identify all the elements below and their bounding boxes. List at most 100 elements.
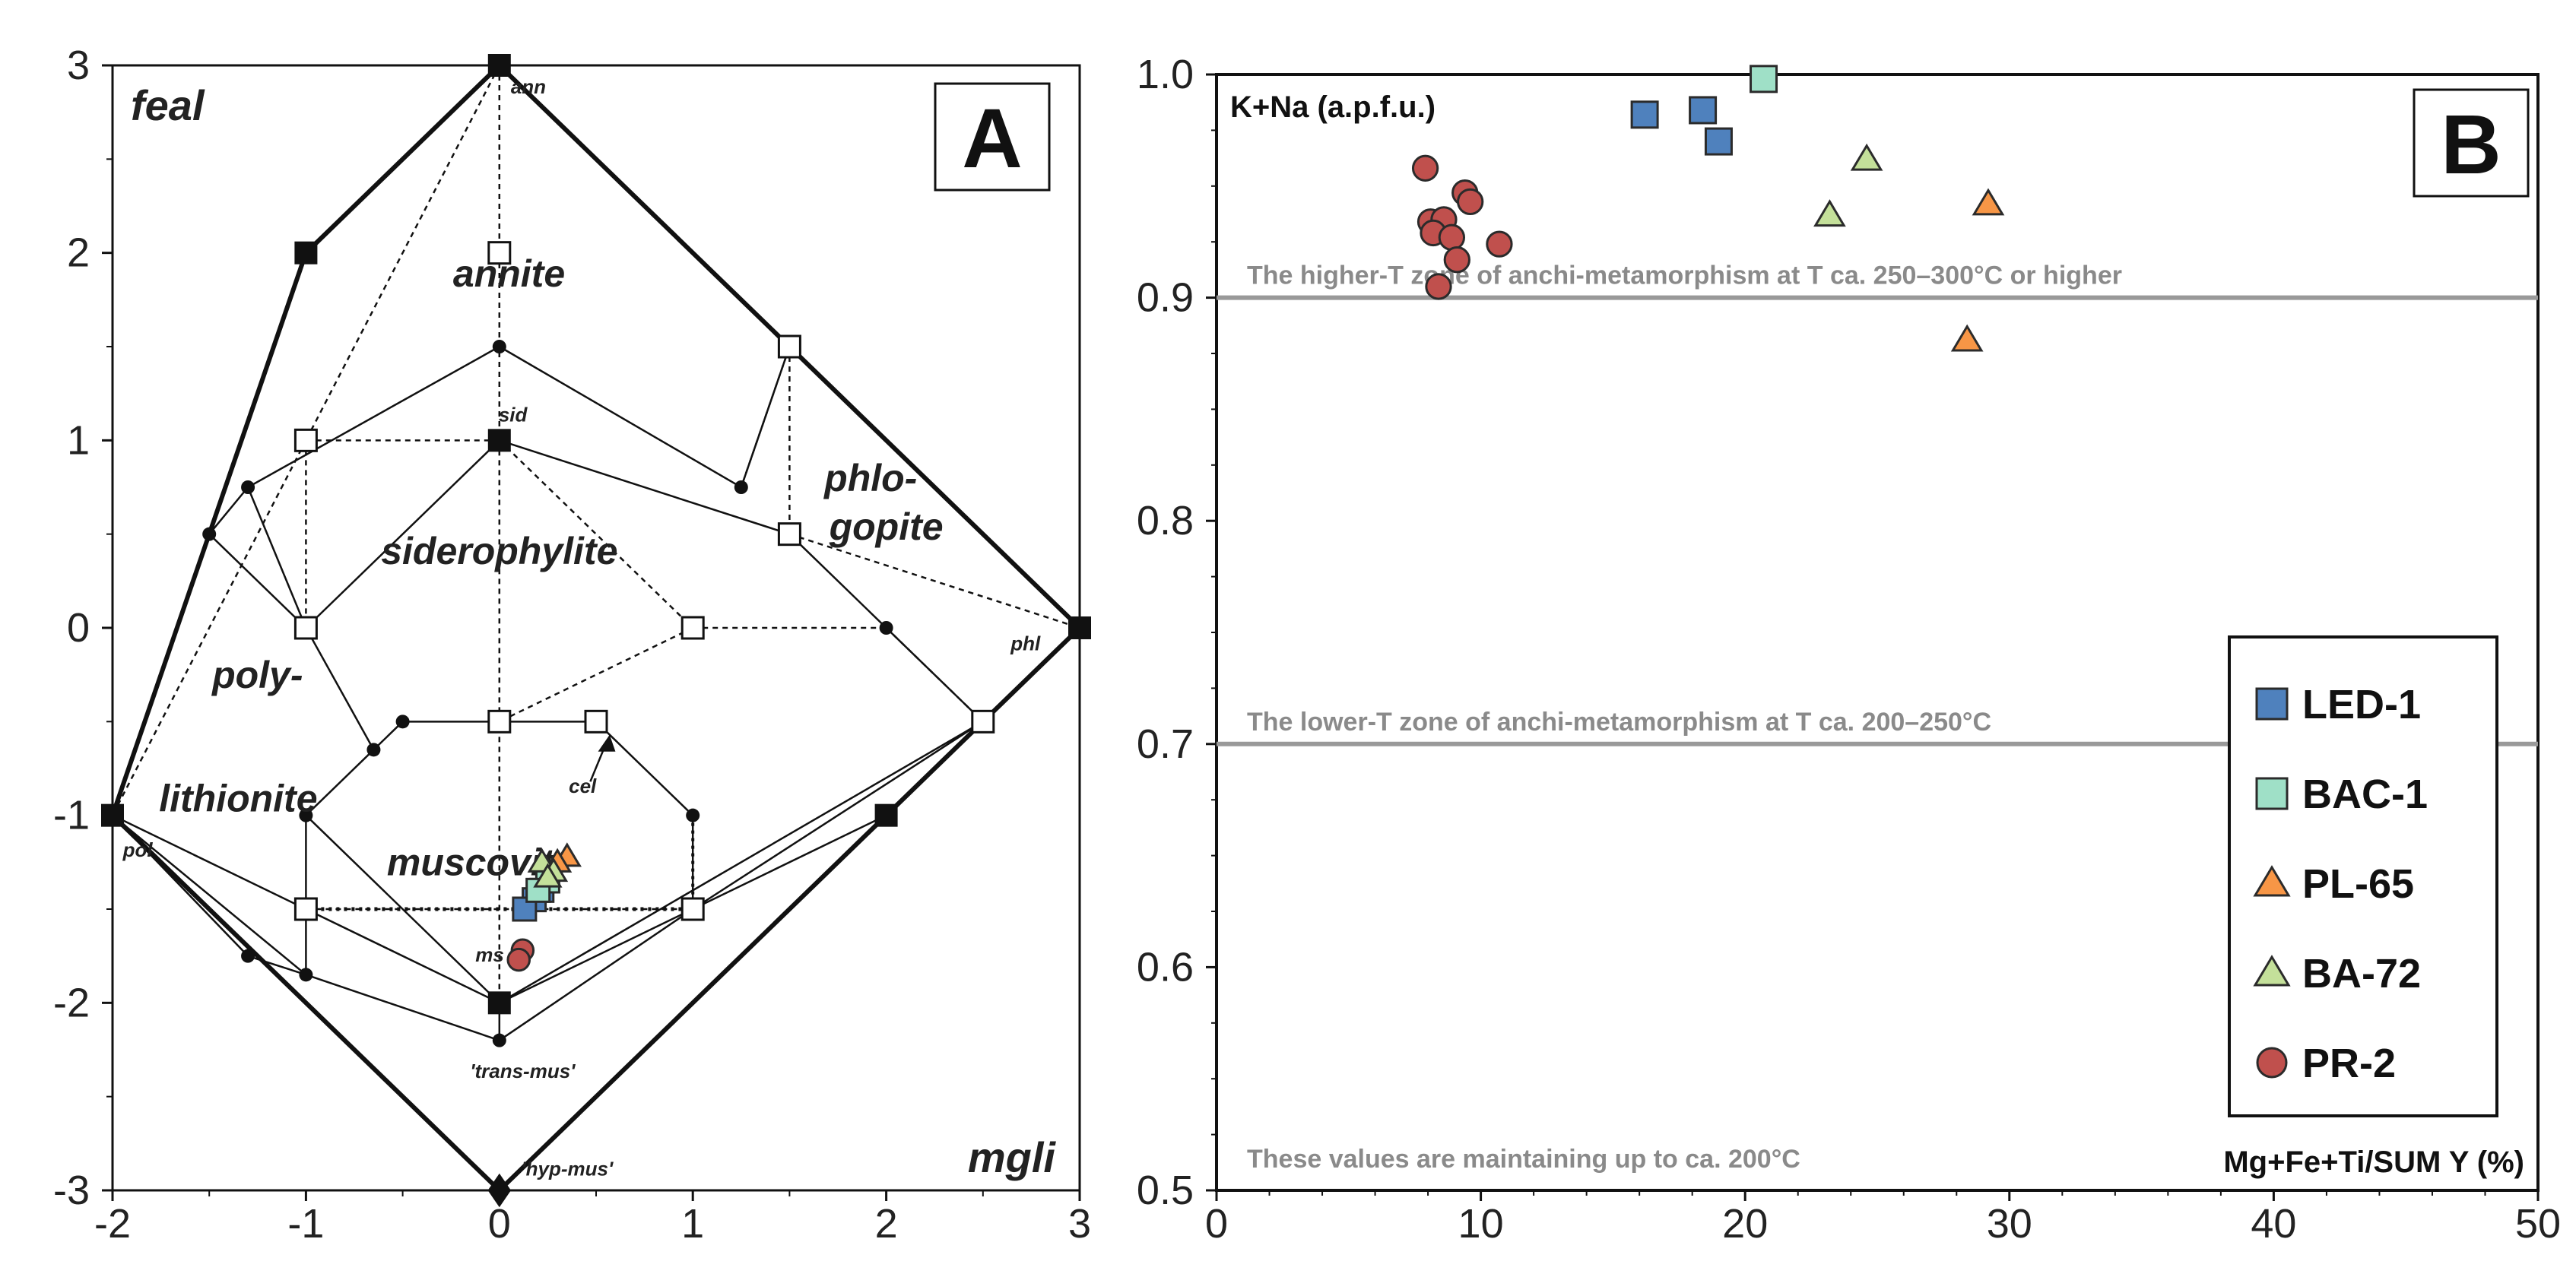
diamond-node: [487, 1173, 512, 1208]
boundary-line: [499, 908, 693, 1041]
open-square-node: [293, 428, 318, 452]
y-tick-label: 0.6: [1137, 944, 1194, 990]
tie-line: [498, 65, 791, 347]
data-point-pr-2: [1411, 154, 1439, 182]
endmember-label: 'trans-mus': [470, 1060, 576, 1082]
y-tick-label: -1: [53, 793, 90, 838]
data-point-led-1: [1704, 127, 1733, 156]
y-tick-label: 0.7: [1137, 721, 1194, 767]
corner-label-mgli: mgli: [968, 1133, 1057, 1181]
data-point-led-1: [1689, 96, 1718, 125]
boundary-line: [499, 439, 790, 535]
boundary-line: [305, 439, 500, 629]
data-point-pr-2: [1486, 230, 1513, 258]
boundary-line: [692, 814, 887, 911]
filled-square-node: [487, 991, 511, 1015]
x-tick-label: -1: [287, 1201, 324, 1247]
filled-square-node: [294, 241, 318, 265]
open-square-node: [680, 616, 705, 640]
boundary-line: [305, 749, 375, 816]
y-tick-label: 3: [67, 43, 90, 88]
framework-dot: [734, 480, 748, 494]
framework-dot: [686, 808, 700, 822]
boundary-line: [305, 908, 500, 1004]
data-point-led-1: [1630, 100, 1659, 129]
data-point-pr-2: [1425, 273, 1452, 300]
plot-frame: [111, 64, 1081, 1192]
x-tick-label: 10: [1458, 1201, 1504, 1247]
region-label: phlo-: [823, 457, 917, 499]
legend-marker-pr-2: [2256, 1047, 2288, 1079]
x-tick-label: 1: [681, 1201, 704, 1247]
filled-square-node: [874, 803, 898, 827]
panel-letter: A: [962, 92, 1022, 185]
y-tick-label: 0.5: [1137, 1168, 1194, 1213]
legend-label: BA-72: [2302, 951, 2421, 997]
open-square-node: [487, 241, 512, 265]
framework-dot: [879, 621, 893, 635]
data-point-bac-1: [1750, 65, 1778, 93]
data-point-pl-65: [1972, 188, 2005, 216]
open-square-node: [680, 897, 705, 921]
tie-line: [499, 626, 693, 723]
boundary-line: [112, 814, 306, 911]
y-tick-label: 1: [67, 417, 90, 463]
boundary-line: [112, 814, 249, 957]
open-square-node: [584, 709, 608, 734]
data-point-pl-65: [1950, 324, 1984, 352]
filled-square-node: [487, 429, 511, 452]
open-square-node: [293, 897, 318, 921]
x-tick-label: 30: [1987, 1201, 2032, 1247]
endmember-label: pol: [122, 838, 154, 861]
data-point-ba-72: [1813, 199, 1846, 227]
y-tick-label: -2: [53, 980, 90, 1025]
legend-label: LED-1: [2302, 682, 2421, 727]
boundary-line: [246, 486, 307, 629]
legend-marker-pl-65: [2253, 865, 2291, 897]
legend-label: PL-65: [2302, 861, 2414, 907]
y-tick-label: -3: [53, 1168, 90, 1213]
y-tick-label: 0.9: [1137, 275, 1194, 321]
framework-dot: [492, 1033, 506, 1047]
y-axis-label: K+Na (a.p.f.u.): [1230, 90, 1436, 124]
framework-dot: [241, 480, 255, 494]
data-point-pr-2: [506, 947, 531, 972]
boundary-line: [208, 533, 307, 629]
framework-dot: [299, 968, 313, 982]
panel-letter-box: [934, 82, 1051, 192]
framework-dot: [202, 527, 217, 541]
x-tick-label: 0: [488, 1201, 511, 1247]
corner-label-feal: feal: [131, 81, 205, 129]
legend-marker-bac-1: [2255, 777, 2289, 810]
filled-square-node: [101, 803, 124, 827]
reference-line-label: The higher-T zone of anchi-metamorphism …: [1247, 261, 2122, 290]
region-label: siderophylite: [381, 530, 617, 572]
panel-letter-box: [2413, 88, 2530, 198]
framework-dot: [492, 340, 506, 353]
tie-line: [305, 65, 500, 441]
x-tick-label: 20: [1722, 1201, 1768, 1247]
open-square-node: [777, 334, 801, 359]
framework-dot: [366, 743, 381, 757]
legend-marker-led-1: [2255, 687, 2289, 721]
open-square-node: [777, 522, 801, 547]
x-axis-label: Mg+Fe+Ti/SUM Y (%): [2223, 1145, 2524, 1179]
boundary-line: [247, 345, 500, 489]
tie-line: [740, 346, 791, 488]
framework-dot: [395, 715, 410, 729]
x-tick-label: 3: [1068, 1201, 1091, 1247]
legend-label: PR-2: [2302, 1041, 2396, 1086]
tie-line: [789, 533, 1080, 629]
boundary-line: [499, 721, 984, 1004]
y-tick-label: 1.0: [1137, 52, 1194, 97]
y-tick-label: 0: [67, 605, 90, 651]
data-point-pr-2: [1443, 246, 1470, 274]
region-label: lithionite: [159, 778, 317, 820]
boundary-line: [208, 486, 249, 535]
endmember-label: ann: [511, 75, 546, 98]
region-label: annite: [453, 252, 565, 295]
x-tick-label: 0: [1205, 1201, 1228, 1247]
y-tick-label: 2: [67, 230, 90, 276]
boundary-line: [112, 814, 307, 976]
